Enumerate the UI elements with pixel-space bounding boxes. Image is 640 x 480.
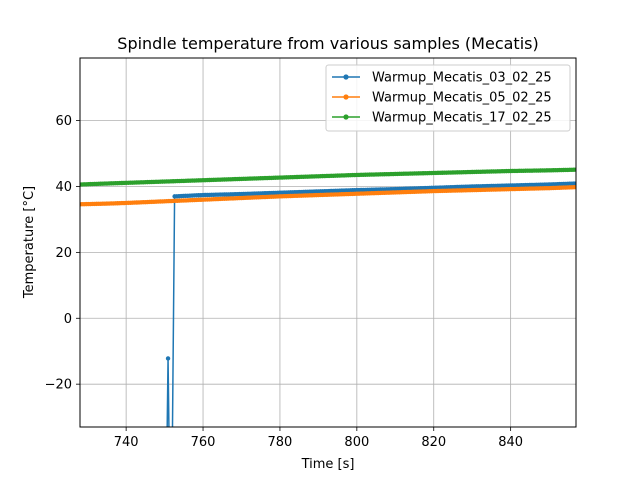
x-axis: 740 760 780 800 820 840 <box>114 427 523 450</box>
legend-box <box>325 64 571 132</box>
series-1 <box>165 181 576 427</box>
x-tick-label: 800 <box>344 435 369 450</box>
y-tick-label: 40 <box>55 180 72 195</box>
data-point <box>573 181 576 186</box>
y-tick-label: −20 <box>45 378 72 393</box>
legend-marker <box>343 94 349 100</box>
legend-marker <box>343 114 349 120</box>
x-tick-label: 760 <box>191 435 216 450</box>
legend: Warmup_Mecatis_03_02_25 Warmup_Mecatis_05… <box>325 64 571 132</box>
y-tick-label: 20 <box>55 246 72 261</box>
series-2 <box>80 184 576 207</box>
x-tick-label: 740 <box>114 435 139 450</box>
x-tick-label: 820 <box>421 435 446 450</box>
y-axis: −20 0 20 40 60 <box>45 114 80 393</box>
series-3 <box>80 167 576 187</box>
legend-label: Warmup_Mecatis_05_02_25 <box>372 91 552 106</box>
chart-title: Spindle temperature from various samples… <box>117 34 538 53</box>
y-axis-label: Temperature [°C] <box>22 186 37 299</box>
y-tick-label: 0 <box>64 312 72 327</box>
y-tick-label: 60 <box>55 114 72 129</box>
data-point <box>573 184 576 190</box>
x-tick-label: 840 <box>498 435 523 450</box>
legend-item: Warmup_Mecatis_05_02_25 <box>332 91 552 106</box>
series-layer <box>80 167 576 427</box>
x-axis-label: Time [s] <box>301 457 355 472</box>
x-tick-label: 780 <box>268 435 293 450</box>
legend-marker <box>343 74 349 80</box>
legend-item: Warmup_Mecatis_03_02_25 <box>332 71 552 86</box>
legend-item: Warmup_Mecatis_17_02_25 <box>332 111 552 126</box>
data-point <box>573 167 576 172</box>
plot-frame <box>79 57 577 428</box>
legend-label: Warmup_Mecatis_03_02_25 <box>372 71 552 86</box>
data-point <box>165 356 171 361</box>
legend-label: Warmup_Mecatis_17_02_25 <box>372 111 552 126</box>
